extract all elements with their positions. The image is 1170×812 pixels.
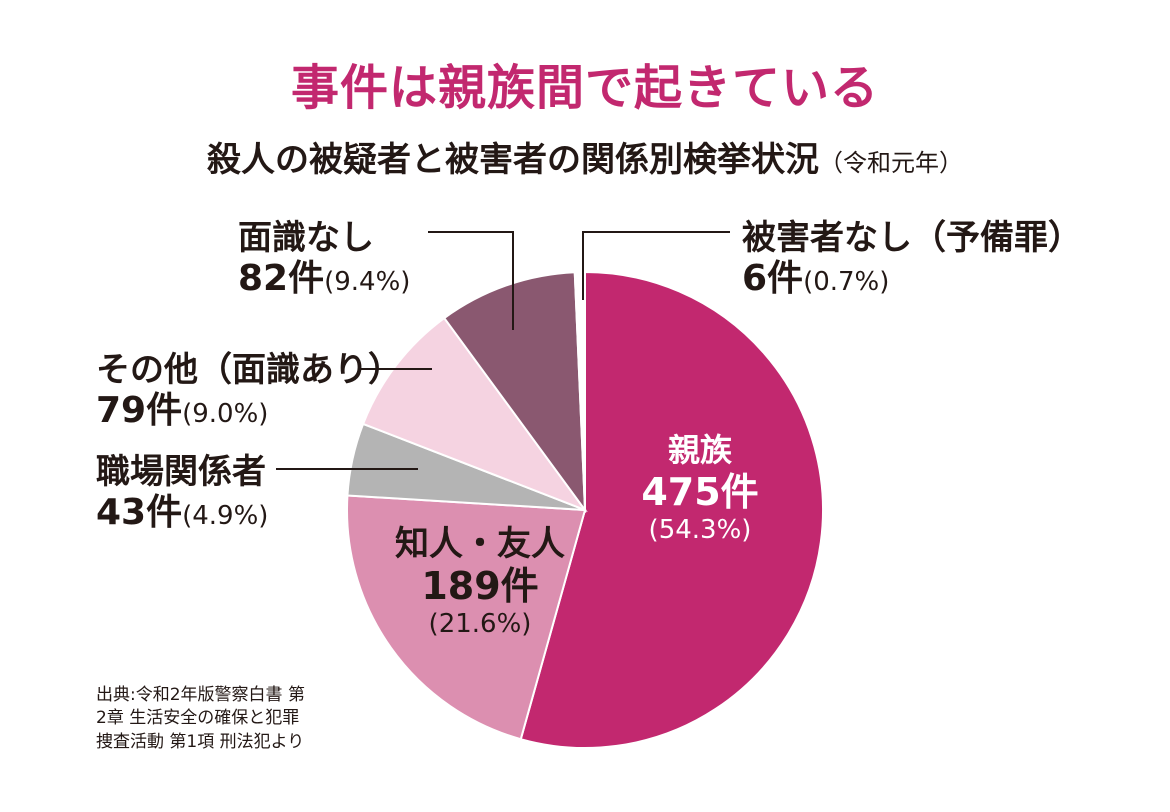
slice-chijin xyxy=(346,494,587,741)
label-sonota-name: その他（面識あり） xyxy=(96,350,402,390)
label-shokuba: 職場関係者 43件(4.9%) xyxy=(96,452,268,535)
label-chijin: 知人・友人 189件 (21.6%) xyxy=(380,524,580,640)
label-sonota: その他（面識あり） 79件(9.0%) xyxy=(96,350,402,433)
label-shokuba-name: 職場関係者 xyxy=(96,452,266,492)
label-shinzoku-pct: (54.3%) xyxy=(648,514,752,545)
slice-menshiki-nashi xyxy=(442,271,587,514)
source-line-1: 出典:令和2年版警察白書 第 xyxy=(96,685,305,705)
label-menshiki-nashi-pct: (9.4%) xyxy=(324,267,411,298)
label-menshiki-nashi-name: 面識なし xyxy=(238,218,374,258)
source-line-3: 捜査活動 第1項 刑法犯より xyxy=(96,731,305,752)
subtitle-text: 殺人の被疑者と被害者の関係別検挙状況 xyxy=(207,140,819,180)
label-higaisha-nashi-pct: (0.7%) xyxy=(803,267,890,298)
slice-higaisha-nashi xyxy=(573,270,586,511)
label-higaisha-nashi-name: 被害者なし（予備罪） xyxy=(742,218,1082,258)
source-note: 出典:令和2年版警察白書 第 2章 生活安全の確保と犯罪 捜査活動 第1項 刑法… xyxy=(96,684,305,754)
label-menshiki-nashi-count: 82件 xyxy=(238,258,325,300)
label-chijin-name: 知人・友人 xyxy=(395,524,565,564)
chart-subtitle: 殺人の被疑者と被害者の関係別検挙状況（令和元年） xyxy=(0,132,1170,181)
label-shinzoku: 親族 475件 (54.3%) xyxy=(620,431,780,545)
pie-slices xyxy=(346,270,824,749)
label-higaisha-nashi: 被害者なし（予備罪） 6件(0.7%) xyxy=(742,218,1082,301)
subtitle-year-note: （令和元年） xyxy=(819,149,963,177)
label-shinzoku-name: 親族 xyxy=(667,431,732,469)
source-line-2: 2章 生活安全の確保と犯罪 xyxy=(96,708,300,729)
label-sonota-count: 79件 xyxy=(96,390,183,432)
leader-line-menshiki-nashi xyxy=(428,231,514,330)
chart-title: 事件は親族間で起きている xyxy=(290,60,879,116)
label-shokuba-pct: (4.9%) xyxy=(182,501,269,532)
label-chijin-count: 189件 xyxy=(421,564,539,609)
label-higaisha-nashi-count: 6件 xyxy=(742,258,804,300)
slice-sonota xyxy=(361,316,588,513)
label-shokuba-count: 43件 xyxy=(96,492,183,534)
slice-shinzoku xyxy=(519,270,824,749)
leader-line-higaisha-nashi xyxy=(582,231,730,300)
label-menshiki-nashi: 面識なし 82件(9.4%) xyxy=(238,218,410,301)
label-sonota-pct: (9.0%) xyxy=(182,399,269,430)
label-shinzoku-count: 475件 xyxy=(641,469,759,514)
leader-lines xyxy=(276,231,730,470)
label-chijin-pct: (21.6%) xyxy=(428,608,532,639)
